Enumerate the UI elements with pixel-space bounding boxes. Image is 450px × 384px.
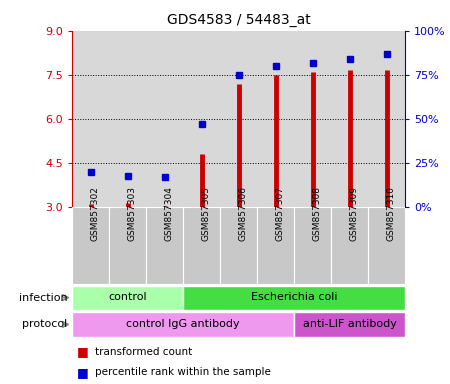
Bar	[183, 286, 405, 310]
Bar	[257, 207, 294, 284]
Bar	[183, 207, 220, 284]
Text: Escherichia coli: Escherichia coli	[251, 292, 337, 302]
Text: GSM857302: GSM857302	[90, 186, 99, 241]
Text: protocol: protocol	[22, 319, 68, 329]
Bar	[72, 207, 109, 284]
Bar	[368, 207, 405, 284]
Bar	[72, 313, 294, 336]
Text: GSM857310: GSM857310	[387, 186, 396, 241]
Title: GDS4583 / 54483_at: GDS4583 / 54483_at	[166, 13, 310, 27]
Bar	[331, 207, 368, 284]
Text: GSM857306: GSM857306	[238, 186, 248, 241]
Text: ■: ■	[76, 366, 88, 379]
Text: GSM857303: GSM857303	[127, 186, 136, 241]
Bar	[109, 207, 146, 284]
Text: control IgG antibody: control IgG antibody	[126, 319, 240, 329]
Text: anti-LIF antibody: anti-LIF antibody	[302, 319, 396, 329]
Text: percentile rank within the sample: percentile rank within the sample	[94, 367, 270, 377]
Text: GSM857308: GSM857308	[312, 186, 321, 241]
Text: GSM857307: GSM857307	[275, 186, 284, 241]
Bar	[72, 286, 183, 310]
Bar	[294, 207, 331, 284]
Text: GSM857304: GSM857304	[165, 186, 174, 241]
Text: infection: infection	[19, 293, 68, 303]
Bar	[146, 207, 183, 284]
Bar	[294, 313, 405, 336]
Text: ■: ■	[76, 345, 88, 358]
Bar	[220, 207, 257, 284]
Text: control: control	[108, 292, 147, 302]
Text: GSM857305: GSM857305	[202, 186, 211, 241]
Text: GSM857309: GSM857309	[350, 186, 359, 241]
Text: transformed count: transformed count	[94, 347, 192, 357]
